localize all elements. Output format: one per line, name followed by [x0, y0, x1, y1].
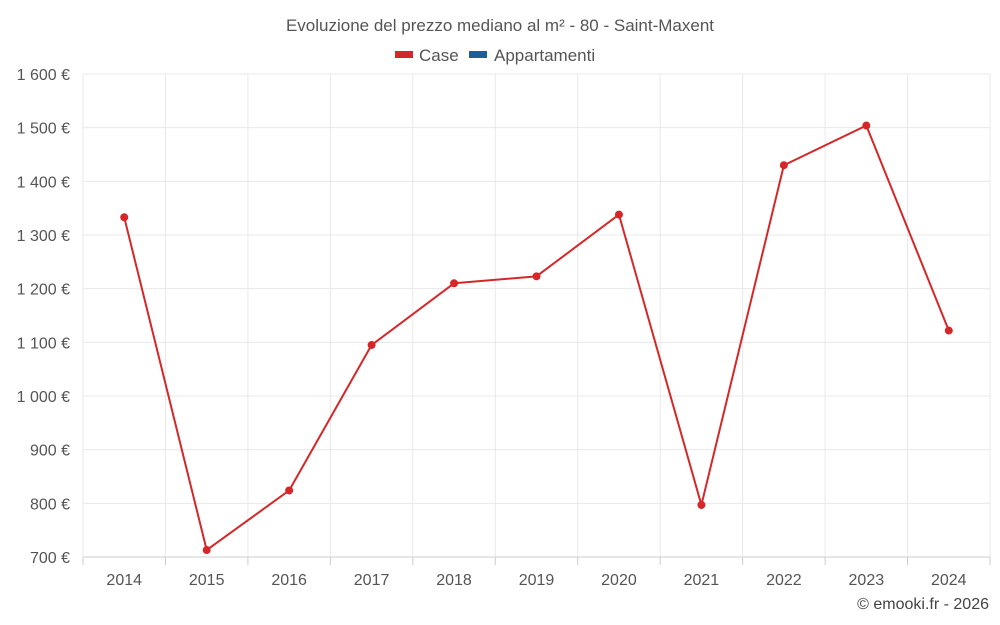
- data-point[interactable]: [120, 213, 129, 222]
- legend-label-appartamenti: Appartamenti: [494, 46, 595, 65]
- y-tick-label: 1 000 €: [17, 389, 70, 406]
- x-tick-label: 2024: [931, 572, 967, 589]
- data-point[interactable]: [614, 210, 623, 219]
- grid-layer: [82, 73, 991, 558]
- credit-text: © emooki.fr - 2026: [857, 596, 989, 613]
- y-tick-label: 1 400 €: [17, 174, 70, 191]
- data-point[interactable]: [697, 500, 706, 509]
- y-tick-label: 900 €: [30, 443, 70, 460]
- legend-item-appartamenti[interactable]: Appartamenti: [469, 46, 595, 65]
- x-tick-label: 2021: [684, 572, 720, 589]
- x-tick-label: 2020: [601, 572, 637, 589]
- legend-item-case[interactable]: Case: [395, 46, 459, 65]
- axis-layer: 700 € 800 € 900 € 1 000 € 1 100 € 1 200 € 1 30…: [17, 67, 991, 589]
- data-point[interactable]: [532, 272, 541, 281]
- legend-swatch-case: [395, 51, 413, 58]
- legend-swatch-appartamenti: [469, 51, 487, 58]
- y-tick-label: 800 €: [30, 496, 70, 513]
- x-tick-label: 2015: [189, 572, 225, 589]
- data-point[interactable]: [285, 486, 294, 495]
- x-tick-label: 2019: [519, 572, 555, 589]
- y-tick-label: 700 €: [30, 550, 70, 567]
- data-point[interactable]: [202, 546, 211, 555]
- y-tick-label: 1 600 €: [17, 67, 70, 84]
- x-tick-label: 2022: [766, 572, 802, 589]
- data-point[interactable]: [862, 121, 871, 130]
- x-tick-label: 2017: [354, 572, 390, 589]
- legend-label-case: Case: [419, 46, 459, 65]
- x-tick-label: 2018: [436, 572, 472, 589]
- x-tick-label: 2016: [271, 572, 307, 589]
- legend: Case Appartamenti: [395, 46, 595, 65]
- x-tick-label: 2014: [106, 572, 142, 589]
- y-tick-label: 1 100 €: [17, 335, 70, 352]
- data-point[interactable]: [779, 161, 788, 170]
- y-tick-label: 1 200 €: [17, 282, 70, 299]
- y-tick-label: 1 300 €: [17, 228, 70, 245]
- data-point[interactable]: [450, 279, 459, 288]
- y-tick-label: 1 500 €: [17, 121, 70, 138]
- series-layer: [120, 121, 953, 555]
- chart-title: Evoluzione del prezzo mediano al m² - 80…: [286, 16, 714, 35]
- data-point[interactable]: [944, 326, 953, 335]
- data-point[interactable]: [367, 341, 376, 350]
- x-tick-label: 2023: [849, 572, 885, 589]
